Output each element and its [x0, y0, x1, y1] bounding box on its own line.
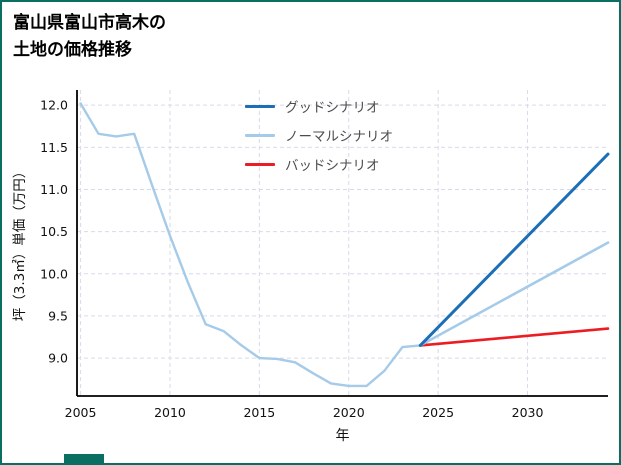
- y-tick-label: 12.0: [40, 98, 68, 113]
- page-title: 富山県富山市高木の 土地の価格推移: [13, 10, 166, 64]
- series-line-2: [418, 241, 610, 347]
- y-tick-label: 11.5: [40, 140, 68, 155]
- legend-label-good: グッドシナリオ: [285, 100, 380, 116]
- chart-legend: グッドシナリオ ノーマルシナリオ バッドシナリオ: [245, 96, 393, 174]
- x-tick-label: 2005: [65, 405, 97, 420]
- x-tick-label: 2010: [154, 405, 186, 420]
- y-axis-title: 坪（3.3㎡）単価（万円）: [12, 165, 28, 321]
- y-tick-label: 10.5: [40, 224, 68, 239]
- x-tick-label: 2030: [512, 405, 544, 420]
- x-tick-label: 2015: [243, 405, 275, 420]
- legend-swatch-normal: [245, 133, 275, 137]
- legend-swatch-good: [245, 104, 275, 108]
- legend-item-bad-scenario: バッドシナリオ: [245, 154, 393, 174]
- x-tick-label: 2020: [333, 405, 365, 420]
- page-title-line1: 富山県富山市高木の: [13, 13, 166, 33]
- y-tick-label: 10.0: [40, 266, 68, 281]
- legend-label-normal: ノーマルシナリオ: [285, 129, 393, 145]
- page-title-line2: 土地の価格推移: [13, 40, 132, 61]
- x-tick-label: 2025: [422, 405, 454, 420]
- legend-label-bad: バッドシナリオ: [285, 158, 380, 174]
- legend-item-normal-scenario: ノーマルシナリオ: [245, 125, 393, 145]
- series-line-3: [418, 152, 610, 347]
- watermark-bar: [64, 454, 104, 463]
- series-line-0: [79, 102, 422, 388]
- y-tick-label: 9.5: [48, 308, 68, 323]
- legend-item-good-scenario: グッドシナリオ: [245, 96, 393, 116]
- legend-swatch-bad: [245, 162, 275, 166]
- y-tick-label: 9.0: [48, 351, 68, 366]
- y-tick-label: 11.0: [40, 182, 68, 197]
- series-line-1: [418, 327, 610, 347]
- x-axis-title: 年: [336, 428, 350, 444]
